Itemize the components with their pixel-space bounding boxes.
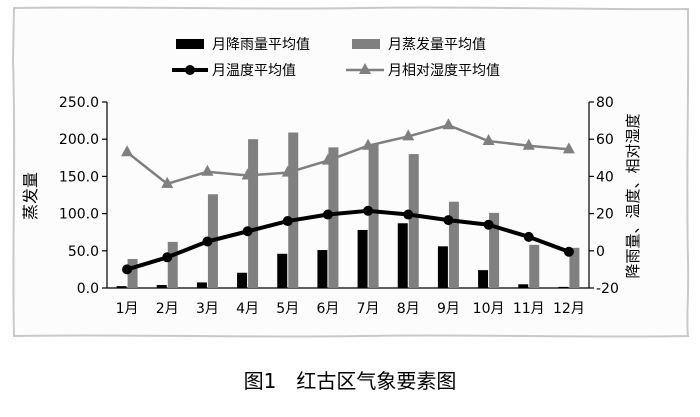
humidity-point	[201, 164, 214, 176]
temperature-point	[202, 236, 213, 247]
bars	[116, 132, 580, 288]
legend-marker-humidity	[359, 63, 371, 74]
temperature-point	[162, 252, 173, 263]
humidity-point	[402, 129, 415, 141]
right-tick-label: 0	[596, 244, 605, 260]
left-tick-label: 0.0	[77, 281, 99, 297]
left-tick-label: 50.0	[68, 244, 99, 260]
humidity-point	[362, 138, 375, 150]
temperature-point	[563, 246, 574, 257]
legend-marker-temp	[185, 65, 195, 75]
bar-precip	[116, 286, 127, 288]
x-tick-label: 3月	[196, 301, 219, 317]
x-tick-label: 7月	[357, 301, 380, 317]
x-tick-label: 10月	[473, 301, 505, 317]
left-tick-label: 150.0	[59, 169, 99, 185]
bar-precip	[277, 253, 288, 288]
left-axis-title: 蒸发量	[21, 172, 40, 220]
legend-label-precip: 月降雨量平均值	[212, 37, 310, 53]
bar-evap	[328, 147, 339, 288]
left-axis-ticks: 0.0 50.0 100.0 150.0 200.0 250.0	[59, 95, 107, 297]
bar-precip	[397, 223, 408, 288]
bar-precip	[357, 229, 368, 288]
bar-evap	[569, 247, 580, 288]
humidity-point	[562, 142, 575, 154]
temperature-point	[363, 205, 374, 216]
temperature-point	[282, 216, 293, 227]
x-tick-label: 1月	[116, 301, 139, 317]
bar-evap	[408, 154, 419, 288]
humidity-point	[482, 134, 495, 146]
bar-precip	[317, 250, 328, 288]
legend-label-humidity: 月相对湿度平均值	[388, 63, 500, 79]
x-tick-label: 12月	[553, 301, 585, 317]
legend-item-temp: 月温度平均值	[172, 63, 296, 79]
legend-label-temp: 月温度平均值	[212, 63, 296, 79]
temperature-line	[126, 208, 570, 272]
bar-precip	[558, 286, 569, 288]
legend-label-evap: 月蒸发量平均值	[388, 37, 486, 53]
legend-item-evap: 月蒸发量平均值	[352, 37, 486, 53]
x-tick-label: 8月	[397, 301, 420, 317]
legend-item-humidity: 月相对湿度平均值	[346, 63, 500, 79]
right-axis-ticks: -20 0 20 40 60 80	[589, 95, 619, 297]
humidity-line	[126, 124, 570, 186]
chart-frame	[11, 6, 690, 338]
x-axis-ticks: 1月 2月 3月 4月 5月 6月 7月 8月 9月 10月 11月 12月	[116, 301, 585, 317]
temperature-point	[122, 264, 133, 275]
temperature-point	[242, 226, 253, 237]
x-tick-label: 6月	[316, 301, 339, 317]
x-tick-label: 5月	[276, 301, 299, 317]
temperature-point	[403, 209, 414, 220]
bar-precip	[196, 282, 207, 288]
bar-evap	[448, 201, 459, 288]
figure-caption: 图1 红古区气象要素图	[244, 369, 457, 393]
left-tick-label: 100.0	[59, 207, 99, 223]
legend-item-precip: 月降雨量平均值	[176, 37, 310, 53]
temperature-point	[322, 209, 333, 220]
right-axis-title: 降雨量、温度、相对湿度	[624, 113, 642, 278]
humidity-point	[442, 118, 455, 130]
x-tick-label: 11月	[513, 301, 545, 317]
bar-evap	[368, 144, 379, 288]
temperature-point	[443, 215, 454, 226]
humidity-point	[321, 153, 334, 165]
bar-evap	[127, 258, 138, 288]
humidity-point	[241, 168, 254, 180]
bar-precip	[156, 285, 167, 288]
x-tick-label: 9月	[437, 301, 460, 317]
bar-precip	[237, 272, 248, 288]
humidity-point	[522, 138, 535, 150]
temperature-point	[523, 231, 534, 242]
x-tick-label: 4月	[236, 301, 259, 317]
legend-swatch-precip	[176, 39, 204, 49]
right-tick-label: -20	[596, 281, 619, 297]
humidity-point	[281, 165, 294, 177]
humidity-point	[161, 176, 174, 188]
bar-evap	[167, 241, 178, 288]
bar-precip	[437, 246, 448, 288]
bar-evap	[489, 212, 500, 288]
x-tick-label: 2月	[156, 301, 179, 317]
humidity-point	[121, 145, 134, 157]
bar-precip	[518, 284, 529, 288]
right-tick-label: 40	[596, 169, 614, 185]
right-tick-label: 80	[596, 95, 614, 111]
bar-evap	[529, 244, 540, 288]
legend: 月降雨量平均值 月蒸发量平均值 月温度平均值 月相对湿度平均值	[172, 37, 500, 79]
left-tick-label: 250.0	[59, 95, 99, 111]
legend-swatch-evap	[352, 39, 380, 49]
bar-evap	[248, 139, 259, 288]
bar-precip	[478, 270, 489, 288]
bar-evap	[288, 132, 299, 288]
right-tick-label: 20	[596, 207, 614, 223]
right-tick-label: 60	[596, 132, 614, 148]
lines	[121, 118, 575, 275]
left-tick-label: 200.0	[59, 132, 99, 148]
temperature-point	[483, 219, 494, 230]
